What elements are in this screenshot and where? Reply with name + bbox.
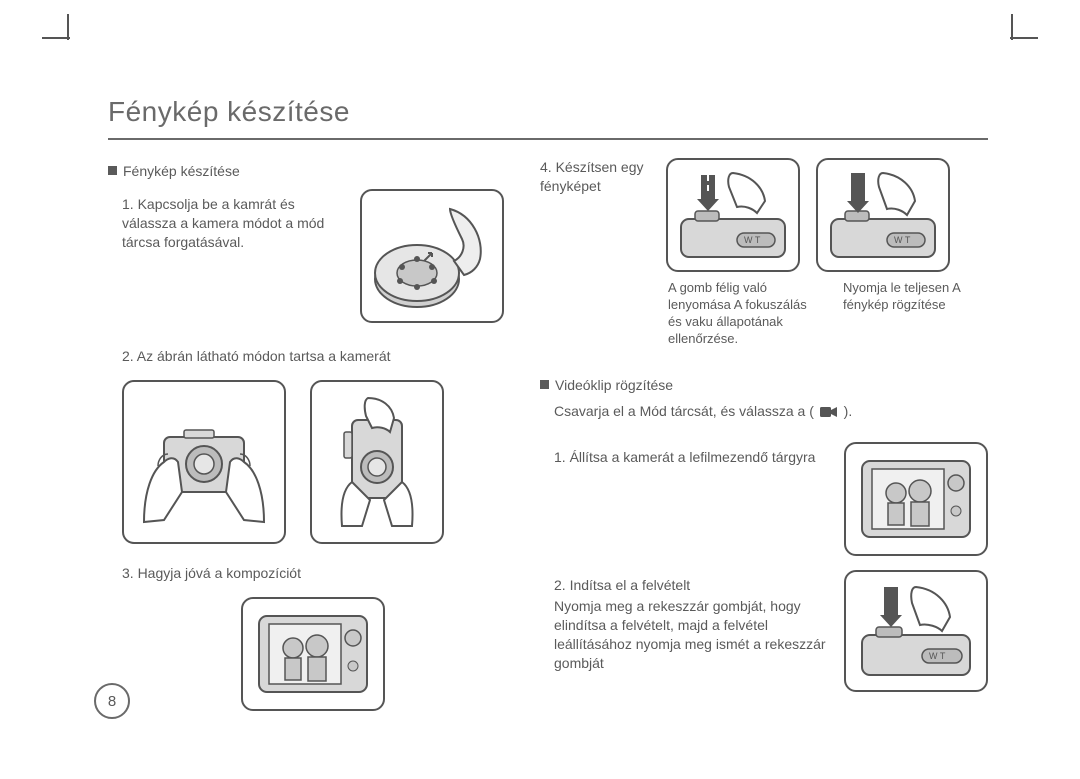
figure-full-press: W T (816, 158, 950, 272)
figure-lcd-compose (241, 597, 385, 711)
video-step-2: 2. Indítsa el a felvételt (554, 576, 826, 595)
figure-row-compose (122, 597, 504, 711)
video-step-2b: Nyomja meg a rekeszzár gombját, hogy eli… (554, 597, 826, 673)
right-column: 4. Készítsen egy fényképet W T (540, 158, 988, 721)
crop-mark (67, 14, 69, 40)
figure-hold-portrait (310, 380, 444, 544)
square-bullet-icon (108, 166, 117, 175)
step-3-text: 3. Hagyja jóvá a kompozíciót (122, 564, 504, 583)
figure-video-compose (844, 442, 988, 556)
square-bullet-icon (540, 380, 549, 389)
svg-text:W T: W T (929, 651, 946, 661)
section-heading-video: Videóklip rögzítése (540, 376, 988, 395)
content-area: Fénykép készítése Fénykép készítése 1. K… (108, 96, 988, 721)
title-rule (108, 138, 988, 140)
section-heading-video-text: Videóklip rögzítése (555, 377, 673, 393)
crop-mark (1010, 37, 1038, 39)
page-number: 8 (94, 683, 130, 719)
video-step-1: 1. Állítsa a kamerát a lefilmezendő tárg… (554, 448, 826, 467)
step-4-row: 4. Készítsen egy fényképet W T (540, 158, 988, 272)
columns: Fénykép készítése 1. Kapcsolja be a kamr… (108, 158, 988, 721)
step-1-text: 1. Kapcsolja be a kamrát és válassza a k… (122, 195, 340, 252)
figure-mode-dial (360, 189, 504, 323)
section-heading: Fénykép készítése (108, 162, 504, 181)
video-intro-post: ). (844, 403, 853, 419)
video-intro: Csavarja el a Mód tárcsát, és válassza a… (554, 402, 988, 424)
caption-row-4: A gomb félig való lenyomása A fokuszálás… (668, 280, 988, 348)
manual-page: Fénykép készítése Fénykép készítése 1. K… (0, 0, 1080, 779)
crop-mark (42, 37, 70, 39)
svg-text:W T: W T (744, 235, 761, 245)
left-column: Fénykép készítése 1. Kapcsolja be a kamr… (108, 158, 504, 721)
figure-video-record: W T (844, 570, 988, 692)
video-intro-pre: Csavarja el a Mód tárcsát, és válassza a… (554, 403, 814, 419)
caption-full-press: Nyomja le teljesen A fénykép rögzítése (843, 280, 988, 348)
figure-hold-landscape (122, 380, 286, 544)
section-heading-text: Fénykép készítése (123, 163, 240, 179)
page-title: Fénykép készítése (108, 96, 988, 134)
page-number-value: 8 (108, 693, 116, 710)
step-4-text: 4. Készítsen egy fényképet (540, 158, 650, 196)
figure-row-hold (122, 380, 504, 544)
caption-half-press: A gomb félig való lenyomása A fokuszálás… (668, 280, 813, 348)
svg-text:W T: W T (894, 235, 911, 245)
movie-mode-icon (820, 405, 838, 424)
figure-half-press: W T (666, 158, 800, 272)
step-2-text: 2. Az ábrán látható módon tartsa a kamer… (122, 347, 504, 366)
crop-mark (1011, 14, 1013, 40)
